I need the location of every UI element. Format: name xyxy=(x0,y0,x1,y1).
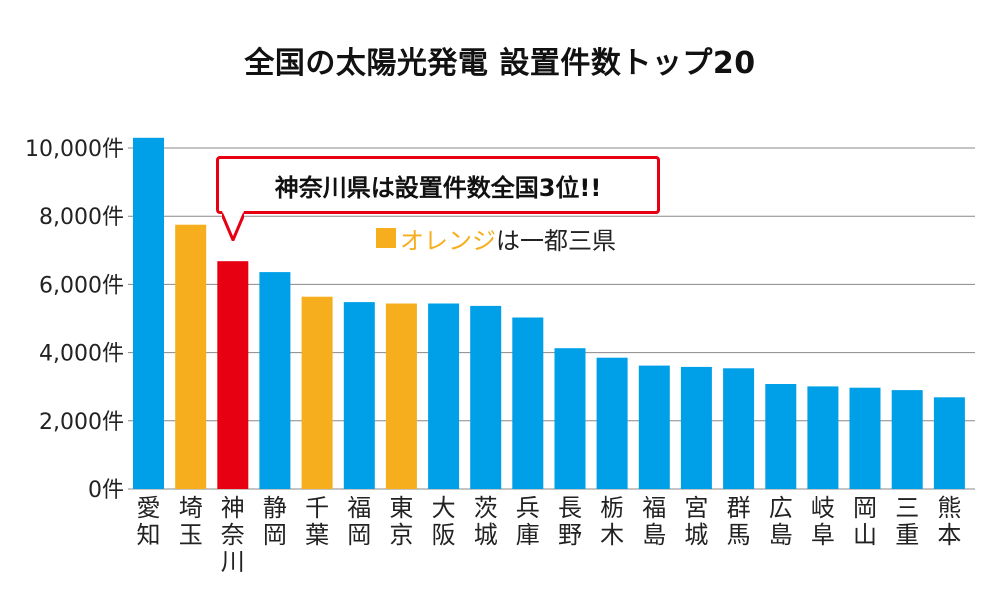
x-category-label: 岐阜 xyxy=(811,494,835,549)
x-category-label: 兵庫 xyxy=(516,494,540,549)
legend-swatch-orange xyxy=(376,228,396,248)
x-category-label: 福島 xyxy=(642,494,666,549)
bar xyxy=(301,296,333,489)
x-category-label: 静岡 xyxy=(263,494,287,549)
bar xyxy=(133,137,164,490)
y-tick-label: 0件 xyxy=(88,478,124,503)
bar xyxy=(723,368,755,489)
bar xyxy=(765,384,797,489)
bar xyxy=(175,224,207,489)
x-category-label: 千葉 xyxy=(305,494,329,549)
callout-text: 神奈川県は設置件数全国3位!! xyxy=(274,173,602,202)
bars xyxy=(133,137,965,490)
x-category-label: 福岡 xyxy=(347,494,371,549)
y-tick-label: 6,000件 xyxy=(39,273,124,298)
chart-title: 全国の太陽光発電 設置件数トップ20 xyxy=(244,46,756,81)
legend-label: オレンジ xyxy=(400,226,496,255)
x-category-label: 栃木 xyxy=(600,494,624,549)
bar xyxy=(512,317,544,489)
bar xyxy=(807,386,839,489)
bar xyxy=(933,397,965,489)
bar xyxy=(385,303,417,489)
x-category-label: 埼玉 xyxy=(179,494,203,549)
bar xyxy=(343,302,375,489)
y-tick-label: 4,000件 xyxy=(39,342,124,367)
x-category-label: 大阪 xyxy=(432,494,456,549)
legend-suffix: は一都三県 xyxy=(496,226,616,255)
x-category-label: 宮城 xyxy=(684,494,708,549)
bar xyxy=(680,366,712,489)
y-tick-label: 10,000件 xyxy=(25,137,124,162)
callout-pointer xyxy=(222,211,244,241)
legend: オレンジ は一都三県 xyxy=(376,224,616,255)
x-category-label: 茨城 xyxy=(474,494,498,549)
bar xyxy=(217,261,249,489)
y-axis-ticks: 0件 2,000件 4,000件 6,000件 8,000件 10,000件 xyxy=(25,137,124,503)
x-category-label: 群馬 xyxy=(727,494,751,549)
bar xyxy=(554,348,586,489)
bar xyxy=(596,357,628,489)
x-category-label: 愛知 xyxy=(137,494,161,549)
bar xyxy=(428,303,460,489)
y-tick-label: 2,000件 xyxy=(39,410,124,435)
x-category-label: 長野 xyxy=(558,494,582,549)
bar xyxy=(891,390,923,489)
bar xyxy=(259,272,291,489)
y-tick-label: 8,000件 xyxy=(39,205,124,230)
bar xyxy=(849,387,881,489)
x-category-label: 広島 xyxy=(769,494,793,549)
x-axis-labels: 愛知埼玉神奈川静岡千葉福岡東京大阪茨城兵庫長野栃木福島宮城群馬広島岐阜岡山三重熊… xyxy=(137,494,962,576)
callout-box: 神奈川県は設置件数全国3位!! xyxy=(216,156,660,214)
bar xyxy=(470,305,502,489)
bar xyxy=(638,365,670,489)
x-category-label: 神奈川 xyxy=(221,494,245,576)
x-category-label: 岡山 xyxy=(853,494,877,549)
x-category-label: 東京 xyxy=(389,494,413,549)
x-category-label: 熊本 xyxy=(937,494,961,549)
x-category-label: 三重 xyxy=(895,494,919,549)
